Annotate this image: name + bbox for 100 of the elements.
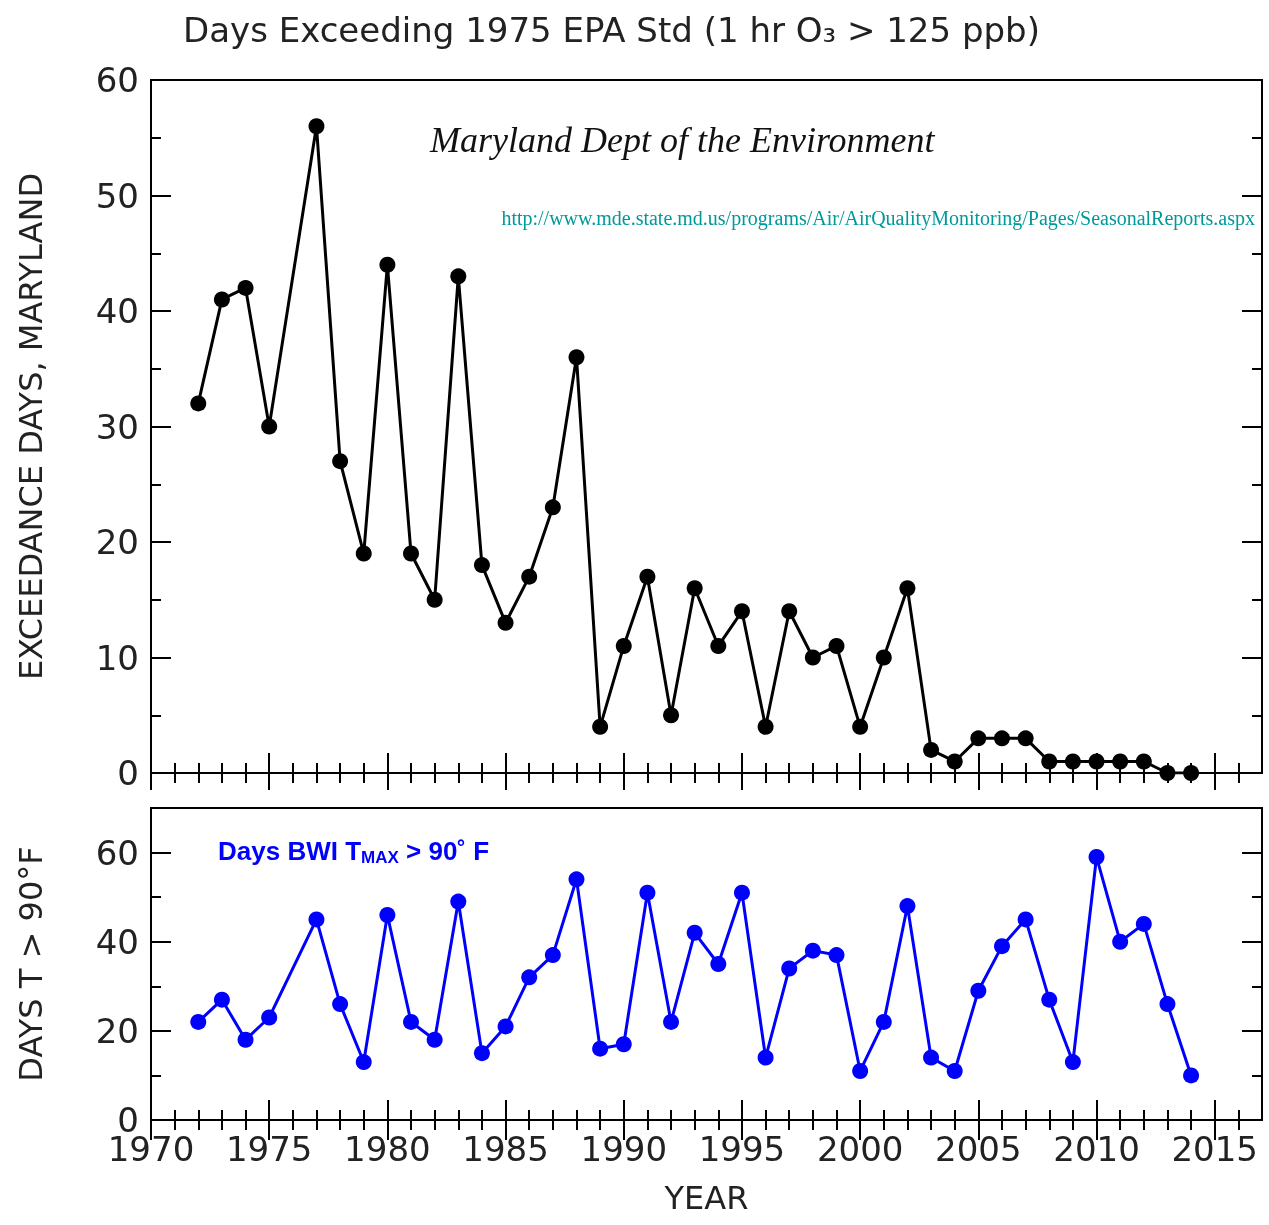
point <box>473 557 490 574</box>
point <box>923 1049 940 1066</box>
point <box>1064 753 1081 770</box>
x-tick-label: 1975 <box>225 1129 313 1169</box>
point <box>308 911 325 928</box>
point <box>308 118 325 135</box>
point <box>379 256 396 273</box>
series-label: Days BWI TMAX > 90˚ F <box>218 836 490 867</box>
y-tick-label: 0 <box>117 753 139 793</box>
point <box>663 707 680 724</box>
point <box>710 956 727 972</box>
x-tick-label: 2010 <box>1053 1129 1140 1169</box>
point <box>450 893 467 910</box>
y-tick-label: 40 <box>95 291 139 331</box>
point <box>781 960 798 977</box>
point <box>355 545 372 562</box>
point <box>1064 1054 1081 1071</box>
point <box>1088 753 1105 770</box>
y-tick-label: 40 <box>95 921 139 962</box>
point <box>426 591 443 608</box>
annotation: http://www.mde.state.md.us/programs/Air/AirQualityMonitoring/Pages/SeasonalReports.aspx <box>501 207 1256 230</box>
y-tick-label: 30 <box>95 406 139 447</box>
point <box>1088 849 1105 866</box>
point <box>875 1013 892 1030</box>
point <box>497 1018 514 1035</box>
point <box>852 1062 869 1079</box>
point <box>899 580 916 597</box>
point <box>757 1049 774 1066</box>
point <box>213 291 230 308</box>
point <box>639 568 656 585</box>
y-tick-label: 20 <box>95 522 139 562</box>
point <box>379 906 396 923</box>
y-axis-title: DAYS T > 90°F <box>12 846 50 1082</box>
point <box>852 718 869 735</box>
chart-title: Days Exceeding 1975 EPA Std (1 hr O₃ > 125 ppb) <box>183 10 1040 50</box>
point <box>568 349 585 366</box>
x-tick-label: 2015 <box>1171 1129 1258 1169</box>
point <box>473 1045 490 1062</box>
point <box>946 753 963 770</box>
x-tick-label: 1985 <box>462 1129 549 1169</box>
annotation: Maryland Dept of the Environment <box>429 120 936 160</box>
point <box>828 637 845 654</box>
point <box>828 947 845 964</box>
point <box>355 1054 372 1071</box>
y-tick-label: 10 <box>95 637 139 678</box>
x-tick-label: 1995 <box>698 1129 786 1169</box>
point <box>710 637 727 654</box>
point <box>1112 753 1129 770</box>
point <box>733 884 750 901</box>
point <box>1041 753 1058 770</box>
point <box>497 614 514 631</box>
x-tick-label: 2005 <box>935 1129 1022 1169</box>
y-tick-label: 20 <box>95 1010 139 1051</box>
point <box>686 924 703 941</box>
point <box>568 871 585 888</box>
point <box>237 1031 254 1048</box>
point <box>544 499 561 516</box>
point <box>1159 765 1176 781</box>
point <box>781 603 798 620</box>
y-tick-label: 60 <box>95 60 139 100</box>
point <box>1135 753 1152 770</box>
point <box>261 418 278 435</box>
y-tick-label: 50 <box>95 175 139 216</box>
point <box>332 453 349 470</box>
point <box>686 580 703 597</box>
point <box>450 268 467 285</box>
point <box>1041 991 1058 1008</box>
point <box>190 395 207 412</box>
point <box>213 991 230 1008</box>
point <box>1112 933 1129 950</box>
point <box>970 982 987 999</box>
x-axis-title: YEAR <box>663 1179 749 1217</box>
x-tick-label: 1980 <box>344 1129 431 1169</box>
point <box>994 938 1010 955</box>
point <box>403 1013 420 1030</box>
point <box>663 1013 680 1030</box>
point <box>1017 911 1034 928</box>
y-tick-label: 60 <box>95 832 139 873</box>
point <box>875 649 892 666</box>
point <box>639 884 656 901</box>
x-tick-label: 2000 <box>816 1129 904 1169</box>
point <box>544 947 561 964</box>
point <box>237 279 254 296</box>
point <box>521 568 538 585</box>
point <box>804 942 821 959</box>
point <box>804 649 821 666</box>
point <box>592 1040 609 1057</box>
x-tick-label: 1990 <box>580 1129 668 1169</box>
point <box>923 741 940 758</box>
point <box>899 898 916 915</box>
point <box>1159 996 1176 1013</box>
point <box>733 603 750 620</box>
point <box>190 1013 207 1030</box>
point <box>615 637 632 654</box>
y-axis-title: EXCEEDANCE DAYS, MARYLAND <box>12 172 50 681</box>
point <box>592 718 609 735</box>
point <box>994 730 1010 747</box>
point <box>946 1062 963 1079</box>
point <box>970 730 987 747</box>
point <box>1135 915 1152 932</box>
